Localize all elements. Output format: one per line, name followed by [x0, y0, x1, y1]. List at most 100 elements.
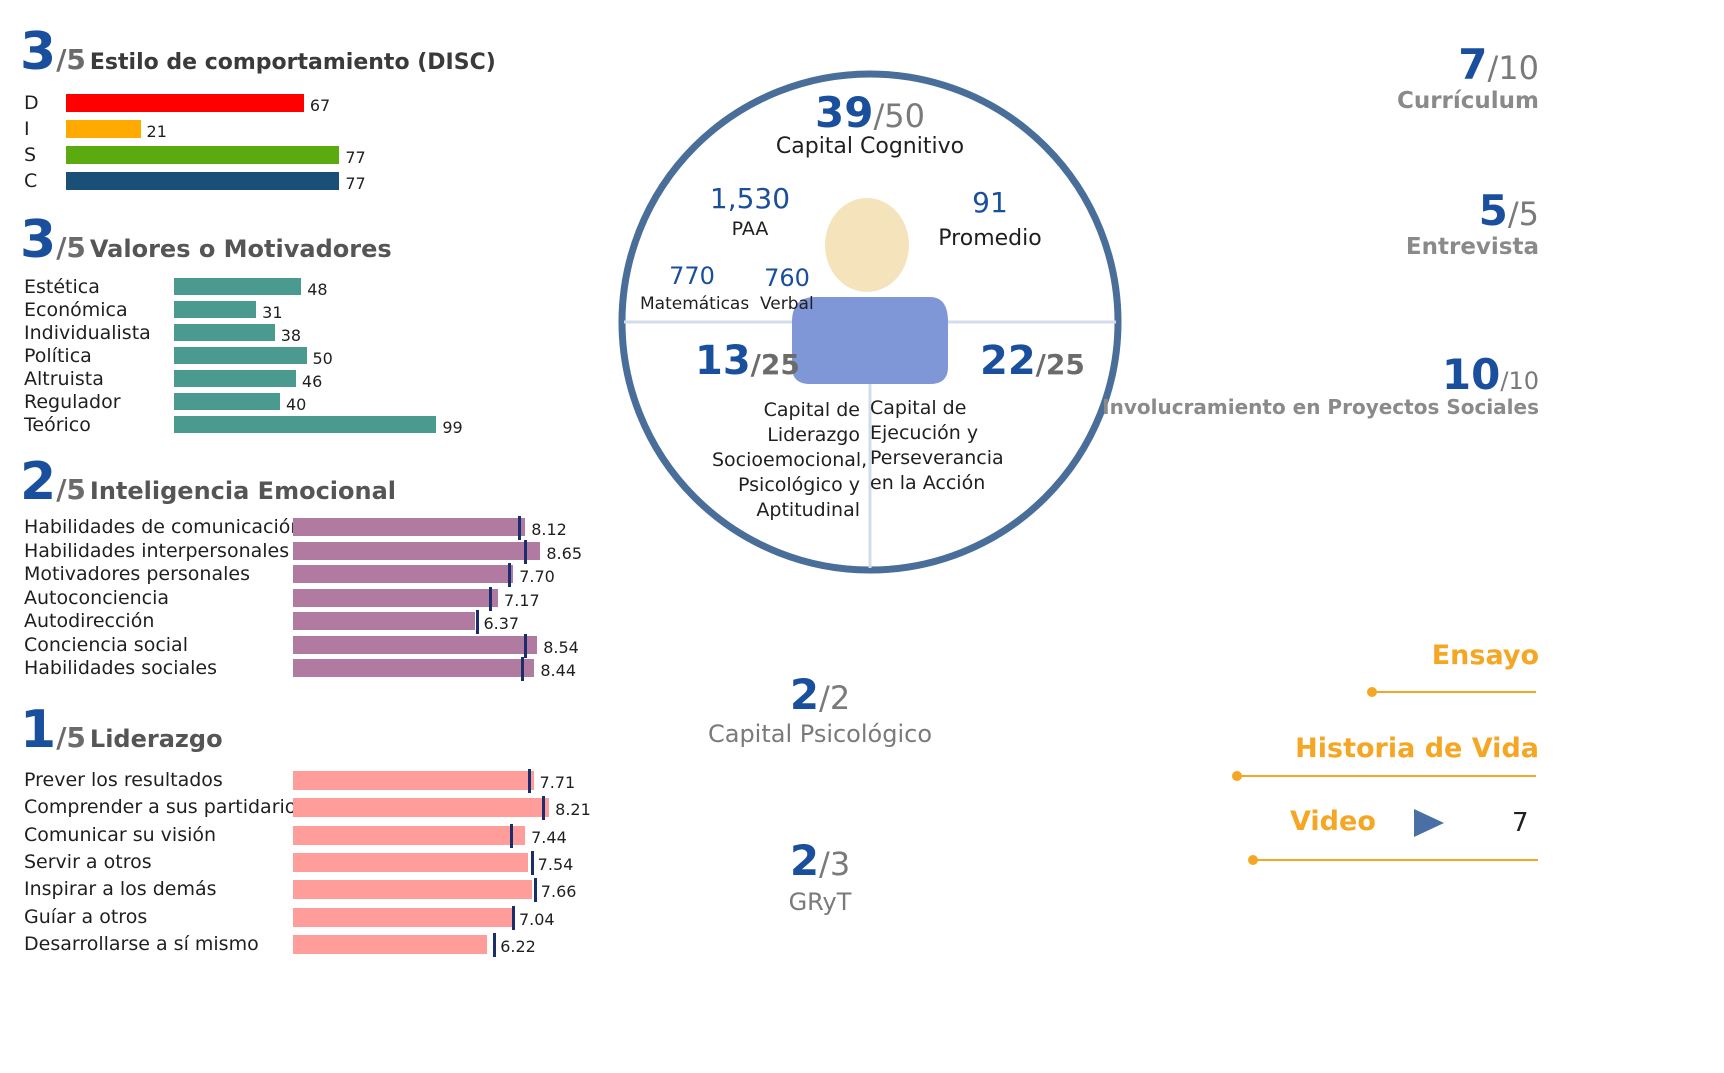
liderazgo-rows-marker [530, 850, 534, 875]
valores-rows-value: 99 [442, 418, 463, 437]
video-line [1253, 859, 1538, 861]
liderazgo-rows-value: 6.22 [500, 936, 536, 956]
inteligencia-rows-marker [523, 539, 527, 564]
liderazgo-rows-bar [293, 852, 529, 872]
valores-rows-value: 48 [307, 280, 328, 299]
play-icon[interactable] [1412, 808, 1446, 838]
video-label[interactable]: Video [1290, 806, 1376, 837]
inteligencia-header: 2/5 Inteligencia Emocional [20, 452, 396, 512]
disc-rows-value: 67 [309, 96, 331, 115]
liderazgo-capital-score: 13/25 [695, 338, 800, 384]
inteligencia-rows-value: 8.12 [531, 520, 567, 539]
valores-rows-bar [174, 278, 302, 295]
cognitivo-score-denom: /50 [873, 97, 925, 135]
liderazgo-rows-row-label: Comprender a sus partidarios [24, 796, 307, 819]
inteligencia-rows-marker [476, 610, 480, 634]
disc-rows-bar [66, 172, 340, 190]
liderazgo-capital-label: Capital de Liderazgo Socioemocional, Psi… [712, 399, 868, 521]
inteligencia-rows-row-label: Autodirección [24, 610, 155, 632]
inteligencia-rows-value: 8.54 [543, 637, 579, 657]
inteligencia-rows-bar [293, 659, 535, 677]
inteligencia-rows-row-label: Motivadores personales [24, 563, 250, 585]
liderazgo-rows-value: 7.04 [518, 909, 555, 929]
liderazgo-rows-bar [293, 798, 550, 818]
liderazgo-rows-row-label: Desarrollarse a sí mismo [24, 932, 259, 955]
gryt-score-denom: /3 [819, 845, 851, 883]
proyectos-score-value: 10 [1441, 350, 1501, 399]
disc-rows-row-label: S [24, 144, 37, 166]
video-dot [1248, 855, 1258, 865]
historia-line [1237, 775, 1536, 777]
liderazgo-score: 1 [20, 700, 57, 760]
valores-denom: /5 [56, 231, 86, 264]
inteligencia-rows-value: 8.44 [540, 661, 576, 680]
disc-rows-row-label: C [24, 170, 38, 192]
liderazgo-rows-bar [293, 880, 532, 900]
inteligencia-rows-value: 8.65 [546, 543, 582, 563]
valores-rows-bar [174, 347, 307, 364]
liderazgo-rows-bar [293, 771, 534, 790]
video-value: 7 [1512, 808, 1529, 838]
promedio-label: Promedio [938, 226, 1042, 251]
ensayo-line [1372, 691, 1536, 693]
disc-score: 3 [20, 22, 57, 82]
ensayo-label: Ensayo [1431, 640, 1539, 671]
curriculum-score: 7/10 [1458, 40, 1539, 89]
inteligencia-rows-row-label: Autoconciencia [24, 586, 170, 609]
person-head-icon [825, 198, 909, 292]
valores-rows-row-label: Regulador [24, 391, 121, 413]
valores-rows-value: 40 [286, 395, 307, 414]
promedio-value: 91 [972, 186, 1008, 219]
liderazgo-rows-row-label: Guíar a otros [24, 905, 148, 928]
liderazgo-rows-marker [541, 796, 545, 821]
disc-rows-bar [66, 120, 141, 138]
inteligencia-rows-value: 6.37 [483, 614, 520, 633]
valores-rows-value: 46 [301, 372, 323, 391]
verbal-label: Verbal [760, 294, 814, 314]
cognitivo-label: Capital Cognitivo [775, 134, 965, 159]
inteligencia-rows-marker [523, 633, 527, 658]
disc-rows-value: 77 [345, 148, 366, 167]
liderazgo-rows-row-label: Inspirar a los demás [24, 878, 217, 901]
inteligencia-denom: /5 [56, 473, 86, 506]
valores-rows-row-label: Estética [24, 276, 100, 298]
inteligencia-rows-marker [489, 586, 493, 611]
verbal-value: 760 [764, 264, 810, 292]
liderazgo-rows-value: 8.21 [555, 800, 591, 820]
valores-rows-bar [174, 370, 296, 387]
valores-rows-row-label: Altruista [24, 368, 104, 390]
liderazgo-rows-marker [493, 932, 497, 957]
proyectos-score-denom: /10 [1500, 367, 1539, 395]
paa-label: PAA [731, 218, 769, 240]
inteligencia-rows-bar [293, 612, 476, 630]
liderazgo-rows-row-label: Prever los resultados [24, 769, 223, 791]
inteligencia-rows-value: 7.17 [504, 590, 540, 610]
inteligencia-rows-row-label: Habilidades de comunicación [24, 516, 303, 538]
liderazgo-denom: /5 [56, 721, 86, 754]
entrevista-score-value: 5 [1478, 186, 1508, 235]
liderazgo-rows-marker [527, 769, 531, 793]
gryt-score: 2/3 [720, 836, 920, 885]
inteligencia-rows-row-label: Habilidades interpersonales [24, 539, 290, 562]
valores-rows-bar [174, 416, 437, 433]
inteligencia-rows-row-label: Conciencia social [24, 633, 188, 656]
curriculum-label: Currículum [1396, 88, 1539, 114]
proyectos-score: 10/10 [1442, 350, 1539, 399]
curriculum-score-denom: /10 [1487, 49, 1540, 87]
valores-rows-value: 38 [280, 326, 302, 345]
valores-rows-row-label: Política [24, 345, 92, 367]
valores-rows-bar [174, 393, 280, 410]
cognitivo-score: 39/50 [760, 88, 980, 137]
disc-rows-value: 21 [146, 122, 167, 141]
disc-rows-row-label: D [24, 92, 39, 114]
valores-rows-value: 50 [312, 349, 333, 368]
disc-denom: /5 [56, 43, 86, 76]
entrevista-score-denom: /5 [1507, 195, 1539, 233]
inteligencia-rows-bar [293, 588, 499, 607]
valores-rows-row-label: Teórico [24, 414, 91, 436]
liderazgo-rows-marker [533, 878, 537, 903]
disc-rows-row-label: I [24, 118, 30, 140]
liderazgo-title: Liderazgo [89, 725, 223, 753]
liderazgo-capital-value: 13 [695, 338, 751, 384]
liderazgo-rows-value: 7.54 [537, 854, 574, 874]
